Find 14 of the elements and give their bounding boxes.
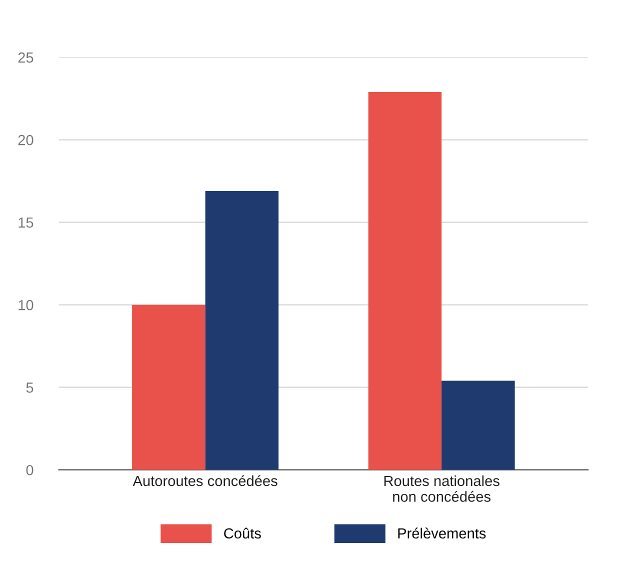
bar [132, 304, 206, 470]
bar [442, 380, 515, 470]
y-tick-label: 5 [26, 382, 34, 393]
y-tick-label: 25 [18, 52, 34, 63]
bar [205, 190, 279, 470]
bar [368, 92, 442, 470]
legend-label: Coûts [224, 528, 261, 539]
y-tick-label: 10 [18, 300, 34, 310]
x-tick-label: Routes nationales non concédées [384, 475, 500, 502]
y-tick-label: 15 [18, 218, 34, 228]
y-tick-label: 20 [18, 134, 34, 146]
y-tick-label: 0 [26, 464, 34, 476]
legend-label: Prélèvements [398, 528, 486, 539]
x-tick-label: Autoroutes concédées [132, 475, 278, 486]
